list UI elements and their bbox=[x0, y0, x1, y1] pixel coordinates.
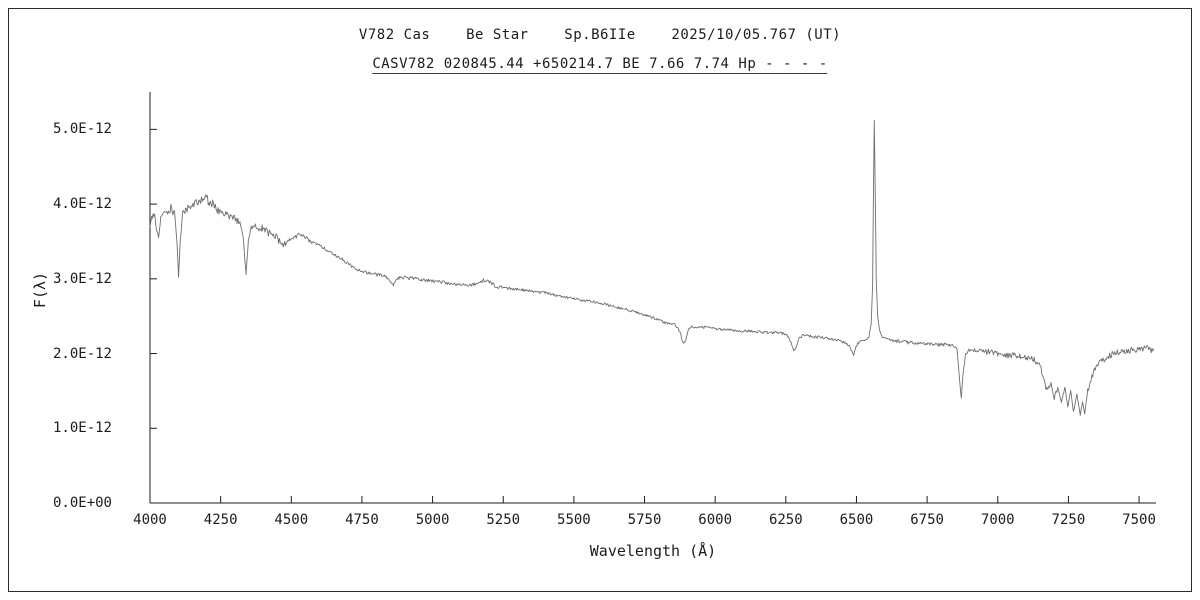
chart-title: V782 Cas Be Star Sp.B6IIe 2025/10/05.767… bbox=[358, 27, 842, 43]
y-tick-label: 1.0E-12 bbox=[52, 420, 112, 437]
outer-frame bbox=[8, 8, 1192, 592]
x-tick-label: 5250 bbox=[486, 512, 521, 528]
chart-subtitle: CASV782 020845.44 +650214.7 BE 7.66 7.74… bbox=[372, 56, 828, 74]
x-axis-label: Wavelength (Å) bbox=[589, 542, 717, 560]
y-tick-label: 0.0E+00 bbox=[52, 495, 112, 511]
x-tick-label: 4750 bbox=[345, 512, 379, 528]
y-tick-label: 3.0E-12 bbox=[52, 270, 112, 287]
x-tick-label: 4500 bbox=[274, 512, 309, 528]
x-tick-label: 6000 bbox=[698, 512, 733, 528]
x-tick-label: 6250 bbox=[768, 512, 803, 528]
x-tick-label: 7500 bbox=[1122, 512, 1156, 528]
y-tick-label: 4.0E-12 bbox=[52, 196, 112, 213]
x-tick-label: 5500 bbox=[557, 512, 591, 528]
x-tick-label: 5000 bbox=[415, 512, 450, 528]
x-tick-label: 6750 bbox=[910, 512, 944, 528]
x-tick-label: 7000 bbox=[980, 512, 1015, 528]
y-tick-label: 2.0E-12 bbox=[52, 345, 112, 362]
x-tick-label: 6500 bbox=[839, 512, 874, 528]
x-tick-label: 5750 bbox=[627, 512, 662, 528]
y-tick-label: 5.0E-12 bbox=[52, 121, 112, 138]
x-tick-label: 4000 bbox=[133, 512, 167, 528]
spectrum-line bbox=[149, 119, 1155, 416]
x-tick-label: 7250 bbox=[1051, 512, 1086, 528]
x-tick-label: 4250 bbox=[203, 512, 238, 528]
